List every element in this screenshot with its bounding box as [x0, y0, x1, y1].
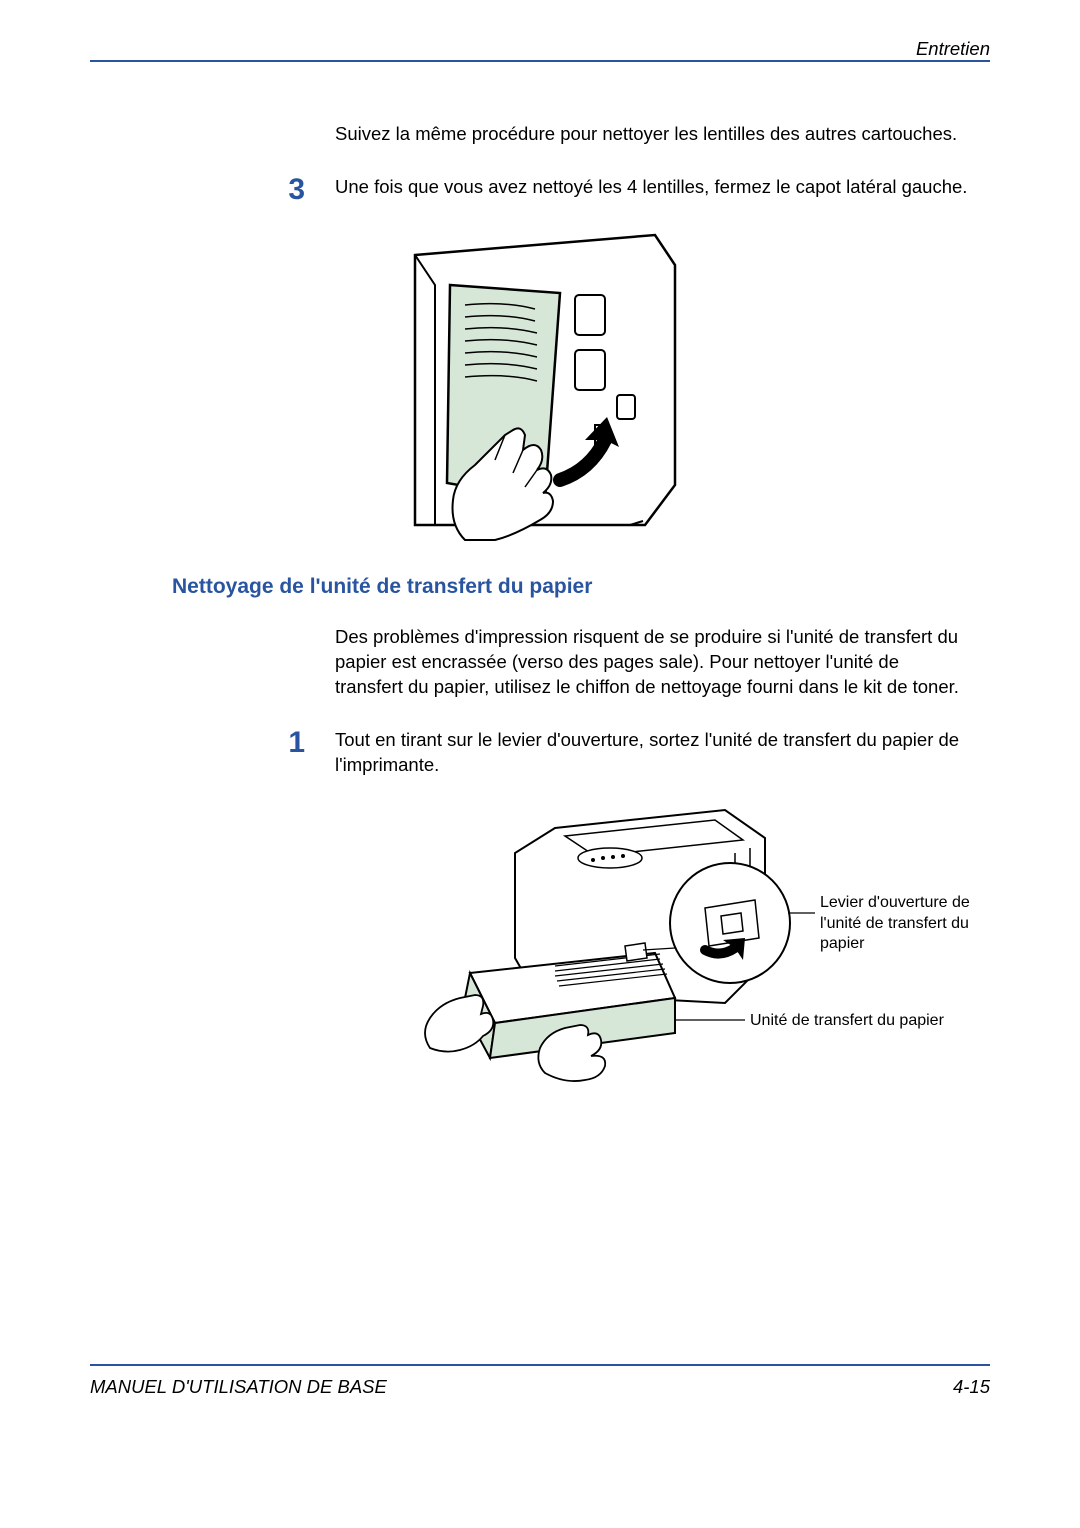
close-cover-illustration — [395, 225, 685, 545]
header-rule: Entretien — [90, 60, 990, 62]
figure-close-cover — [90, 225, 990, 545]
content-area: Suivez la même procédure pour nettoyer l… — [90, 122, 990, 1093]
step-1-number: 1 — [90, 728, 335, 758]
callout-unit: Unité de transfert du papier — [750, 1011, 980, 1032]
callout-lever: Levier d'ouverture de l'unité de transfe… — [820, 893, 985, 955]
header-section-label: Entretien — [916, 38, 990, 60]
figure-transfer-unit: Levier d'ouverture de l'unité de transfe… — [375, 798, 995, 1093]
step-3-row: 3 Une fois que vous avez nettoyé les 4 l… — [90, 175, 990, 205]
section-intro-paragraph: Des problèmes d'impression risquent de s… — [335, 625, 965, 700]
step-1-text: Tout en tirant sur le levier d'ouverture… — [335, 728, 980, 778]
footer-left: MANUEL D'UTILISATION DE BASE — [90, 1376, 387, 1398]
section-heading: Nettoyage de l'unité de transfert du pap… — [172, 575, 990, 599]
page: Entretien Suivez la même procédure pour … — [90, 60, 990, 1410]
step-3-number: 3 — [90, 175, 335, 205]
footer-right: 4-15 — [953, 1376, 990, 1398]
step-1-row: 1 Tout en tirant sur le levier d'ouvertu… — [90, 728, 990, 778]
footer-rule — [90, 1364, 990, 1366]
step-3-text: Une fois que vous avez nettoyé les 4 len… — [335, 175, 980, 200]
intro-paragraph: Suivez la même procédure pour nettoyer l… — [335, 122, 965, 147]
